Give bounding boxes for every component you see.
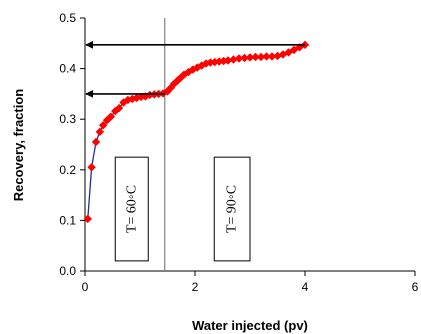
data-point [95, 127, 105, 137]
data-point [87, 163, 96, 172]
data-point [234, 54, 244, 63]
y-tick-label: 0.2 [59, 163, 76, 177]
annotation-label: T= 60◦C [124, 185, 139, 233]
data-point [83, 214, 92, 224]
data-point [98, 121, 108, 130]
data-point [256, 52, 266, 62]
data-point [106, 112, 116, 121]
x-axis-title: Water injected (pv) [192, 318, 308, 333]
annotation-box [213, 156, 251, 262]
data-point [91, 137, 101, 147]
y-tick-label: 0.0 [59, 264, 76, 278]
y-tick-label: 0.4 [59, 62, 76, 76]
data-point [267, 52, 277, 61]
y-tick-label: 0.5 [59, 11, 76, 25]
plot-frame [84, 18, 415, 272]
annotation-box [114, 156, 149, 262]
x-tick-label: 2 [192, 280, 199, 294]
data-point [206, 58, 215, 67]
y-axis-title: Recovery, fraction [11, 89, 26, 202]
series-group [83, 40, 310, 224]
data-point [173, 76, 182, 85]
x-tick-label: 6 [412, 280, 419, 294]
data-point [179, 70, 189, 79]
data-point [141, 92, 150, 101]
data-point [240, 53, 249, 63]
y-tick-label: 0.1 [59, 213, 76, 227]
data-point [201, 59, 211, 68]
arrows [85, 40, 305, 98]
x-tick-label: 0 [82, 280, 89, 294]
data-point [229, 55, 238, 64]
annotation-boxes: T= 60◦C T= 90◦C [114, 156, 251, 262]
data-point [245, 53, 255, 62]
x-tick-label: 4 [302, 280, 309, 294]
data-point [145, 90, 155, 100]
data-point [251, 52, 260, 62]
y-tick-label: 0.3 [59, 112, 76, 126]
data-point [284, 48, 293, 57]
axis-ticks: 0.0 0.1 0.2 0.3 0.4 0.5 0 2 4 6 [59, 11, 418, 294]
data-point [163, 87, 172, 96]
data-point [223, 56, 233, 65]
data-point [273, 51, 282, 61]
data-point [114, 103, 124, 113]
annotation-label: T= 90◦C [225, 185, 240, 233]
data-point [262, 52, 271, 61]
